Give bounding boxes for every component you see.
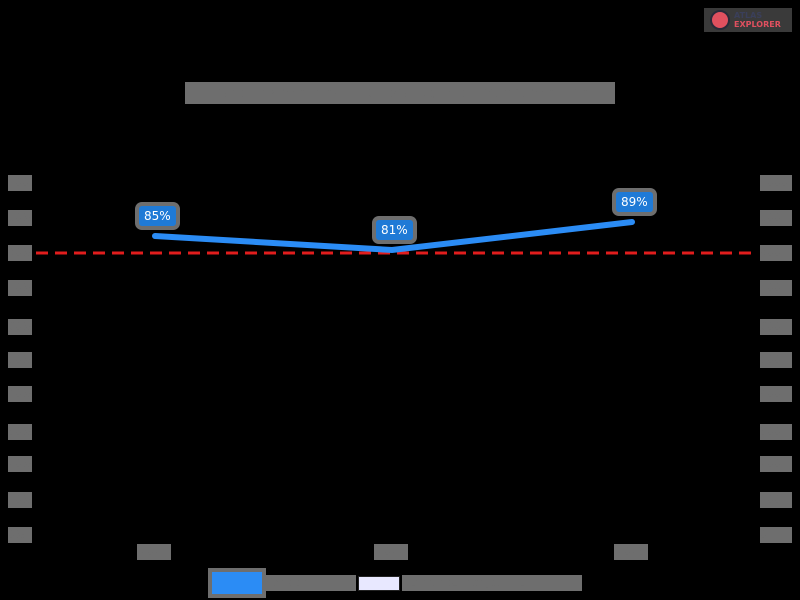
data-label: 89% [616, 192, 653, 212]
legend-label-reference: Reference / target line [402, 575, 582, 591]
data-label: 81% [376, 220, 413, 240]
right-axis-tick: 700 [760, 280, 792, 296]
left-axis-tick: 20% [8, 456, 32, 472]
right-axis-tick: 200 [760, 456, 792, 472]
right-axis-tick: 500 [760, 352, 792, 368]
legend: Series A Reference / target line [208, 568, 582, 598]
brand-logo: ATLAS EXPLORER [704, 8, 792, 32]
chart-title: Performance trend by period with referen… [185, 82, 615, 104]
x-axis-tick: 2023 [614, 544, 648, 560]
legend-label-series: Series A [266, 575, 356, 591]
right-axis-tick: 800 [760, 245, 792, 261]
right-axis-tick: 0 [760, 527, 792, 543]
left-axis-tick: 70% [8, 280, 32, 296]
logo-line1: ATLAS [734, 11, 763, 20]
right-axis-tick: 600 [760, 319, 792, 335]
right-axis-tick: 900 [760, 210, 792, 226]
left-axis-tick: 30% [8, 424, 32, 440]
legend-swatch-series [208, 568, 266, 598]
right-axis-tick: 1000 [760, 175, 792, 191]
series-line [152, 219, 635, 254]
left-axis-tick: 10% [8, 492, 32, 508]
left-axis-tick: 50% [8, 352, 32, 368]
logo-line2: EXPLORER [734, 20, 781, 29]
right-axis-tick: 400 [760, 386, 792, 402]
legend-swatch-reference [358, 575, 400, 591]
globe-icon [710, 10, 730, 30]
left-axis-tick: 100% [8, 175, 32, 191]
left-axis-tick: 90% [8, 210, 32, 226]
left-axis-tick: 40% [8, 386, 32, 402]
left-axis-tick: 80% [8, 245, 32, 261]
right-axis-tick: 300 [760, 424, 792, 440]
left-axis-tick: 0% [8, 527, 32, 543]
x-axis-tick: 2021 [137, 544, 171, 560]
right-axis-tick: 100 [760, 492, 792, 508]
x-axis-tick: 2022 [374, 544, 408, 560]
data-label: 85% [139, 206, 176, 226]
left-axis-tick: 60% [8, 319, 32, 335]
